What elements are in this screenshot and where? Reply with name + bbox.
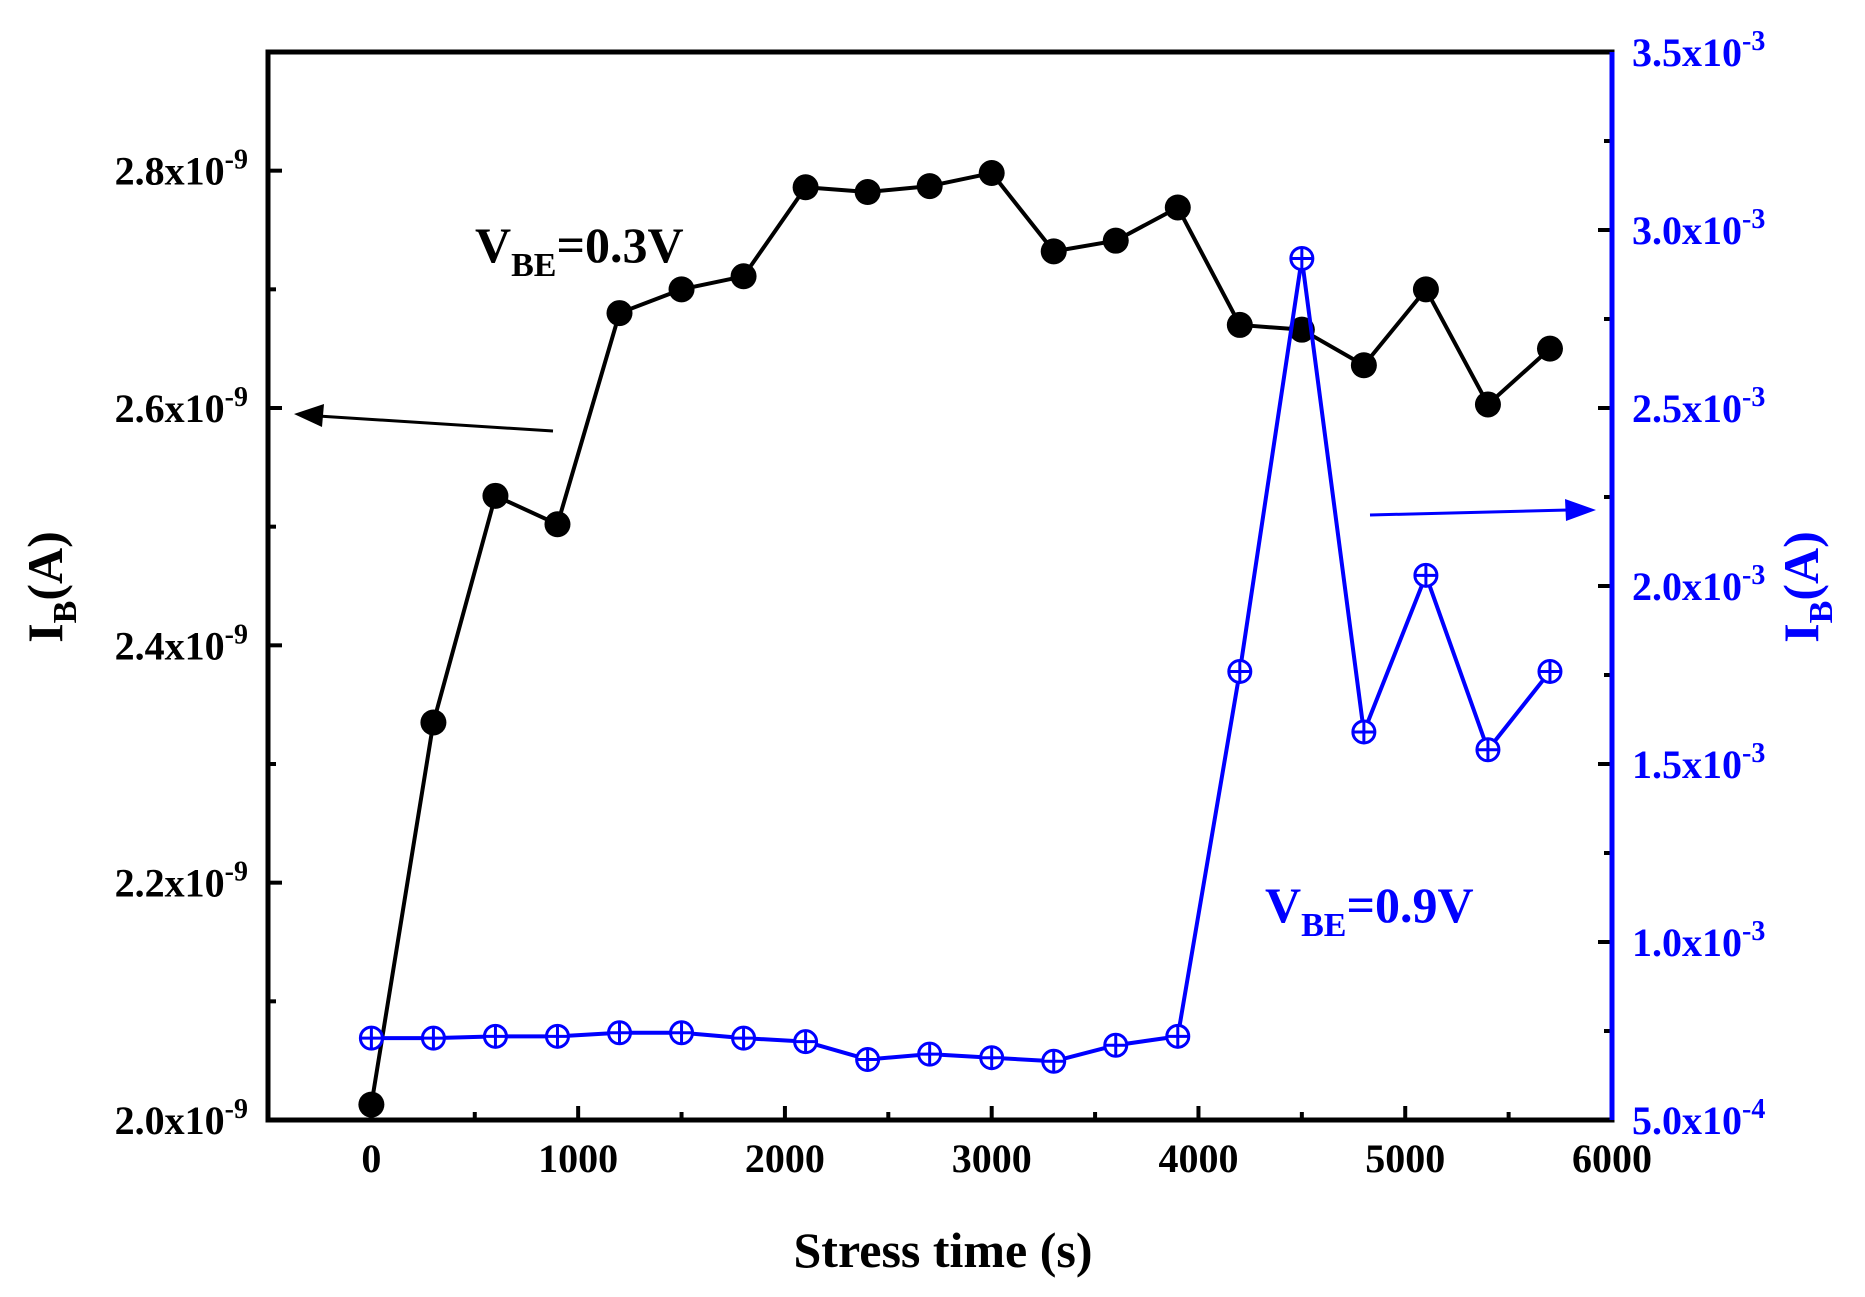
data-point-vbe-0.9v xyxy=(544,1023,570,1049)
data-point-vbe-0.9v xyxy=(420,1025,446,1051)
data-point-vbe-0.3v xyxy=(1474,391,1501,418)
data-point-vbe-0.3v xyxy=(544,511,571,538)
data-point-vbe-0.9v xyxy=(979,1045,1005,1071)
x-tick-label: 0 xyxy=(361,1136,381,1181)
annotation-vbe-0.9v: VBE=0.9V xyxy=(1265,877,1474,944)
data-point-vbe-0.9v xyxy=(1413,562,1439,588)
data-point-vbe-0.3v xyxy=(1536,335,1563,362)
data-point-vbe-0.3v xyxy=(606,300,633,327)
x-axis-title: Stress time (s) xyxy=(794,1222,1093,1278)
data-point-vbe-0.9v xyxy=(731,1025,757,1051)
data-point-vbe-0.3v xyxy=(1226,311,1253,338)
right-arrow-shaft xyxy=(1369,508,1569,517)
x-tick-label: 5000 xyxy=(1365,1136,1445,1181)
data-point-vbe-0.9v xyxy=(793,1029,819,1055)
left-arrow xyxy=(294,404,554,433)
left-arrow-shaft xyxy=(317,414,554,433)
y-right-tick-label: 2.5x10-3 xyxy=(1632,382,1765,431)
x-tick-label: 1000 xyxy=(538,1136,618,1181)
x-tick-label: 6000 xyxy=(1572,1136,1652,1181)
data-point-vbe-0.3v xyxy=(358,1091,385,1118)
data-point-vbe-0.3v xyxy=(1164,194,1191,221)
data-point-vbe-0.9v xyxy=(1289,245,1315,271)
annotation-vbe-0.3v: VBE=0.3V xyxy=(475,217,684,284)
data-point-vbe-0.9v xyxy=(1351,719,1377,745)
data-point-vbe-0.9v xyxy=(1227,658,1253,684)
data-point-vbe-0.3v xyxy=(792,174,819,201)
left-arrow-head xyxy=(294,404,324,427)
x-tick-label: 3000 xyxy=(952,1136,1032,1181)
y-left-tick-label: 2.6x10-9 xyxy=(115,382,248,431)
y-right-tick-label: 3.0x10-3 xyxy=(1632,204,1765,253)
right-arrow xyxy=(1369,499,1596,521)
data-point-vbe-0.9v xyxy=(1475,737,1501,763)
data-point-vbe-0.9v xyxy=(669,1020,695,1046)
y-left-tick-label: 2.8x10-9 xyxy=(115,145,248,194)
data-point-vbe-0.3v xyxy=(854,179,881,206)
y-left-tick-label: 2.4x10-9 xyxy=(115,619,248,668)
data-point-vbe-0.3v xyxy=(1102,227,1129,254)
y-right-tick-label: 1.5x10-3 xyxy=(1632,738,1765,787)
data-point-vbe-0.3v xyxy=(1412,276,1439,303)
series-line-vbe-0.9v xyxy=(371,256,1552,1064)
x-tick-label: 2000 xyxy=(745,1136,825,1181)
y-right-tick-label: 5.0x10-4 xyxy=(1632,1094,1765,1143)
data-point-vbe-0.9v xyxy=(1165,1023,1191,1049)
series-line-vbe-0.3v xyxy=(369,171,1552,1105)
y-right-tick-label: 1.0x10-3 xyxy=(1632,916,1765,965)
y-right-axis-title: IB(A) xyxy=(1773,531,1840,643)
data-point-vbe-0.9v xyxy=(1537,658,1563,684)
data-point-vbe-0.9v xyxy=(607,1020,633,1046)
data-point-vbe-0.9v xyxy=(1103,1032,1129,1058)
x-tick-label: 4000 xyxy=(1158,1136,1238,1181)
data-point-vbe-0.3v xyxy=(668,276,695,303)
series-layer xyxy=(358,160,1563,1118)
data-point-vbe-0.9v xyxy=(917,1041,943,1067)
data-point-vbe-0.9v xyxy=(482,1023,508,1049)
data-point-vbe-0.9v xyxy=(358,1025,384,1051)
ticks-layer: 0 1000 2000 3000 4000 5000 6000 2.0x10-9 2.2x10-… xyxy=(115,26,1766,1181)
data-point-vbe-0.9v xyxy=(1041,1048,1067,1074)
y-right-tick-label: 3.5x10-3 xyxy=(1632,26,1765,75)
y-left-tick-label: 2.0x10-9 xyxy=(115,1094,248,1143)
data-point-vbe-0.3v xyxy=(978,160,1005,187)
data-point-vbe-0.3v xyxy=(420,709,447,736)
data-point-vbe-0.3v xyxy=(1040,238,1067,265)
y-left-axis-title: IB(A) xyxy=(17,531,84,643)
data-point-vbe-0.3v xyxy=(482,482,509,509)
right-arrow-head xyxy=(1565,499,1596,521)
data-point-vbe-0.3v xyxy=(730,263,757,290)
data-point-vbe-0.3v xyxy=(916,173,943,200)
y-left-tick-label: 2.2x10-9 xyxy=(115,857,248,906)
data-point-vbe-0.3v xyxy=(1350,352,1377,379)
data-point-vbe-0.9v xyxy=(855,1046,881,1072)
y-right-tick-label: 2.0x10-3 xyxy=(1632,560,1765,609)
